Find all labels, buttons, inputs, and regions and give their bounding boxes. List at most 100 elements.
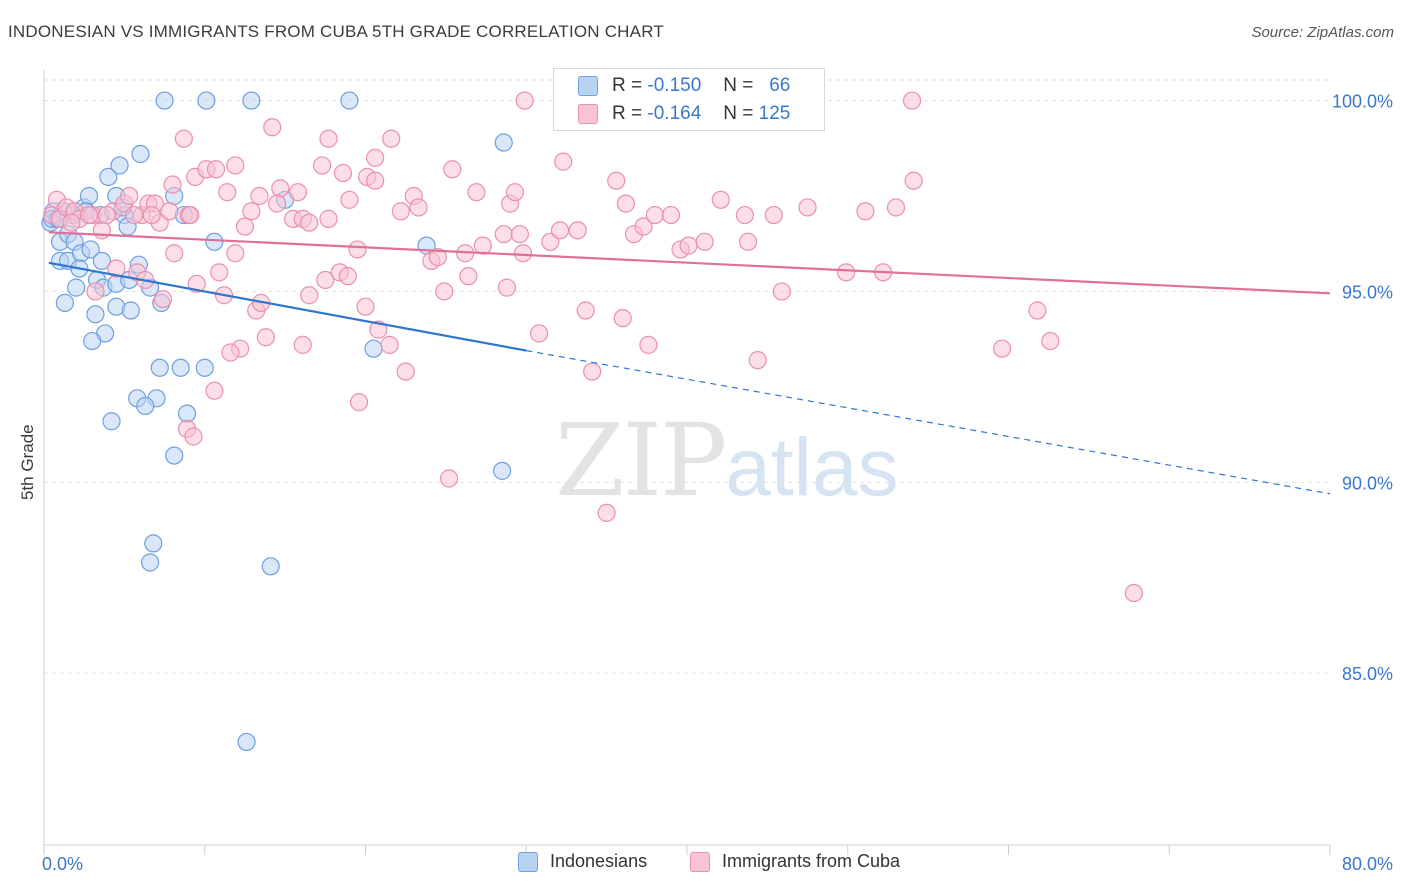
cuba-point [221, 343, 240, 362]
indonesians-point [136, 396, 155, 416]
cuba-point [576, 301, 595, 320]
cuba-point [86, 282, 105, 301]
cuba-point [124, 205, 144, 225]
indonesians-point [237, 732, 256, 752]
indonesians-point [99, 167, 118, 186]
cuba-point [473, 236, 492, 255]
cuba-point [439, 469, 459, 488]
cuba-trend-line [48, 231, 1331, 295]
legend-r-value: -0.164 [647, 103, 702, 124]
indonesians-point [131, 144, 150, 164]
cuba-point [235, 217, 255, 236]
cuba-point [250, 186, 269, 206]
legend-n-label: N = [723, 103, 754, 124]
cuba-point [645, 205, 664, 225]
cuba-point [513, 244, 533, 263]
cuba-point [242, 202, 261, 221]
indonesians-point [121, 301, 140, 320]
legend-box: R = -0.150 N = 66 R = -0.164 N = 125 [553, 68, 825, 131]
legend-row-cuba: R = -0.164 N = 125 [578, 102, 790, 126]
cuba-point [428, 247, 447, 267]
indonesians-point [150, 358, 169, 377]
cuba-point [1041, 331, 1060, 351]
cuba-point [798, 198, 817, 217]
x-tick-label: 80.0% [1342, 854, 1393, 874]
cuba-point [494, 225, 513, 244]
cuba-point [902, 91, 922, 110]
legend-r-value: -0.150 [647, 75, 702, 96]
indonesians-point [110, 156, 129, 175]
cuba-point [886, 198, 906, 217]
legend-n-value: 66 [769, 75, 791, 96]
cuba-point [554, 152, 573, 171]
cuba-point [205, 381, 224, 400]
cuba-point [856, 202, 875, 221]
indonesians-point [197, 91, 216, 110]
cuba-point [142, 205, 161, 225]
indonesians-point [364, 339, 383, 358]
cuba-point [333, 163, 353, 183]
cuba-point [568, 221, 587, 240]
y-tick-label: 95.0% [1342, 282, 1393, 302]
bottom-legend-label-cuba: Immigrants from Cuba [722, 851, 901, 871]
indonesians-point [493, 461, 512, 480]
cuba-point [107, 259, 126, 278]
cuba-point [263, 118, 282, 137]
cuba-point [174, 129, 193, 148]
cuba-point [163, 175, 182, 194]
indonesians-point [144, 534, 163, 553]
cuba-point [735, 205, 754, 225]
bottom-legend-cuba: Immigrants from Cuba [690, 851, 900, 872]
cuba-point [616, 194, 636, 213]
cuba-point [340, 190, 359, 209]
cuba-point [366, 171, 385, 190]
indonesians-trend-line [48, 261, 527, 352]
legend-r-label: R = [612, 103, 643, 124]
cuba-point [904, 171, 923, 190]
cuba-point [300, 286, 319, 305]
cuba-point [459, 267, 478, 286]
cuba-point [288, 183, 308, 202]
cuba-point [695, 232, 714, 251]
cuba-point [92, 221, 111, 240]
y-tick-label: 85.0% [1342, 664, 1393, 684]
cuba-point [550, 221, 570, 240]
cuba-point [312, 156, 332, 175]
x-tick-label: 0.0% [42, 854, 83, 874]
indonesians-point [261, 557, 280, 576]
indonesians-point [83, 331, 102, 351]
indonesians-point [195, 358, 214, 377]
y-tick-label: 100.0% [1332, 92, 1393, 112]
cuba-point [210, 263, 229, 282]
cuba-point [349, 393, 369, 412]
legend-swatch-cuba [578, 104, 598, 124]
cuba-point [366, 148, 385, 167]
cuba-point [679, 236, 698, 255]
cuba-point [256, 328, 275, 347]
legend-r-label: R = [612, 75, 643, 96]
cuba-point [467, 183, 486, 202]
cuba-point [79, 205, 99, 225]
cuba-point [97, 205, 116, 225]
cuba-point [184, 427, 203, 446]
cuba-point [391, 202, 410, 221]
cuba-point [338, 267, 357, 286]
indonesians-point [81, 240, 100, 259]
legend-n-label: N = [723, 75, 754, 96]
indonesians-point [165, 446, 184, 465]
cuba-point [380, 335, 399, 354]
cuba-point [319, 129, 338, 148]
cuba-point [181, 205, 200, 225]
cuba-point [497, 278, 517, 297]
cuba-point [226, 156, 245, 175]
cuba-point [711, 190, 730, 209]
cuba-point [607, 171, 626, 190]
y-tick-label: 90.0% [1342, 473, 1393, 493]
legend-row-indonesians: R = -0.150 N = 66 [578, 74, 790, 98]
indonesians-point [67, 278, 86, 297]
cuba-point [267, 194, 287, 213]
indonesians-point [86, 305, 105, 324]
indonesians-trend-line-extension [526, 350, 1331, 495]
y-axis-label: 5th Grade [18, 424, 37, 500]
indonesians-point [177, 404, 197, 423]
